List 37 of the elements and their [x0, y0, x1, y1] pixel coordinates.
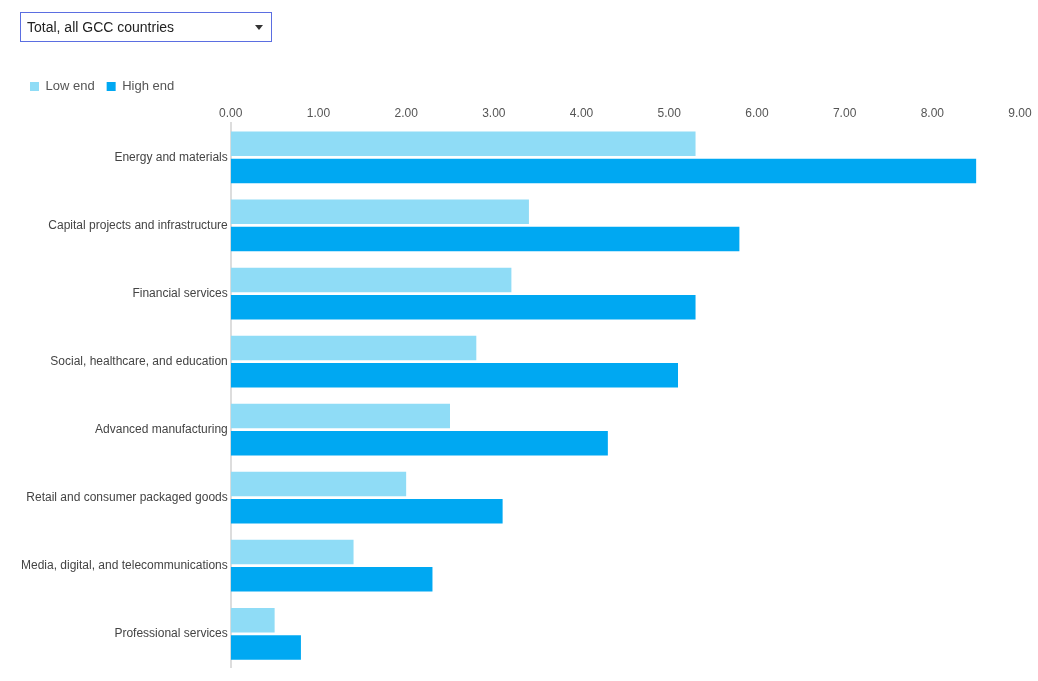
y-tick-label: Advanced manufacturing	[95, 421, 228, 436]
y-tick-label: Energy and materials	[114, 149, 228, 164]
bar	[230, 294, 696, 320]
y-tick-label: Social, healthcare, and education	[50, 353, 228, 368]
bar	[230, 607, 275, 633]
bar	[230, 567, 433, 592]
bar	[230, 158, 977, 184]
bar	[230, 131, 696, 157]
y-tick-label: Professional services	[114, 626, 228, 641]
x-tick-label: 0.00	[219, 105, 243, 120]
bar	[230, 267, 512, 293]
x-tick-label: 2.00	[394, 105, 419, 120]
text: Total, all GCC countries	[27, 19, 175, 35]
bar	[230, 471, 407, 497]
bar	[230, 403, 451, 429]
bar	[230, 362, 678, 388]
y-tick-label: Retail and consumer packaged goods	[26, 489, 228, 504]
bar	[230, 335, 477, 361]
y-tick-label: Capital projects and infrastructure	[48, 217, 229, 232]
bar	[230, 635, 301, 660]
x-tick-label: 4.00	[569, 105, 594, 120]
x-tick-label: 7.00	[832, 105, 857, 120]
x-tick-label: 8.00	[920, 105, 945, 120]
legend-label: Low end	[45, 78, 95, 94]
x-tick-label: 5.00	[657, 105, 682, 120]
y-tick-label: Media, digital, and telecommunications	[21, 558, 228, 573]
x-tick-label: 3.00	[482, 105, 506, 120]
legend-label: High end	[122, 78, 175, 94]
bar	[230, 539, 354, 565]
bar	[230, 499, 503, 524]
x-tick-label: 9.00	[1008, 105, 1032, 120]
y-tick-label: Financial services	[132, 285, 228, 300]
x-tick-label: 1.00	[306, 105, 331, 120]
bar	[230, 430, 608, 456]
bar	[230, 226, 740, 252]
x-tick-label: 6.00	[745, 105, 769, 120]
bar	[230, 199, 529, 225]
